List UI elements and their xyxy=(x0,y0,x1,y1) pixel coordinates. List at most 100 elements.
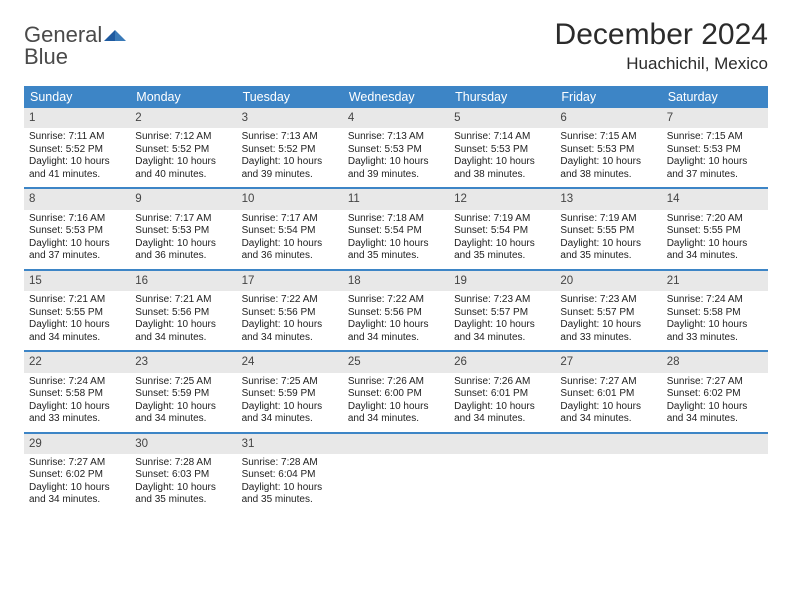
dow-header-row: SundayMondayTuesdayWednesdayThursdayFrid… xyxy=(24,86,768,108)
day-cell: 30Sunrise: 7:28 AMSunset: 6:03 PMDayligh… xyxy=(130,434,236,513)
day-cell: 31Sunrise: 7:28 AMSunset: 6:04 PMDayligh… xyxy=(237,434,343,513)
day-number: 17 xyxy=(237,271,343,291)
day-body: Sunrise: 7:15 AMSunset: 5:53 PMDaylight:… xyxy=(555,128,661,187)
daylight-line: Daylight: 10 hours and 40 minutes. xyxy=(135,156,231,181)
dow-thursday: Thursday xyxy=(449,86,555,108)
day-cell: 27Sunrise: 7:27 AMSunset: 6:01 PMDayligh… xyxy=(555,352,661,431)
day-cell: 11Sunrise: 7:18 AMSunset: 5:54 PMDayligh… xyxy=(343,189,449,268)
day-number: 25 xyxy=(343,352,449,372)
day-number: 2 xyxy=(130,108,236,128)
week-row: 8Sunrise: 7:16 AMSunset: 5:53 PMDaylight… xyxy=(24,189,768,270)
sunset-line: Sunset: 5:53 PM xyxy=(348,144,444,157)
sunrise-line: Sunrise: 7:26 AM xyxy=(454,376,550,389)
day-body: Sunrise: 7:24 AMSunset: 5:58 PMDaylight:… xyxy=(662,291,768,350)
day-cell: 7 Sunrise: 7:15 AMSunset: 5:53 PMDaylight… xyxy=(662,108,768,187)
daylight-line: Daylight: 10 hours and 34 minutes. xyxy=(29,482,125,507)
daylight-line: Daylight: 10 hours and 39 minutes. xyxy=(242,156,338,181)
daylight-line: Daylight: 10 hours and 39 minutes. xyxy=(348,156,444,181)
daylight-line: Daylight: 10 hours and 35 minutes. xyxy=(242,482,338,507)
sunrise-line: Sunrise: 7:20 AM xyxy=(667,213,763,226)
day-cell: 29Sunrise: 7:27 AMSunset: 6:02 PMDayligh… xyxy=(24,434,130,513)
day-cell xyxy=(343,434,449,513)
sunset-line: Sunset: 5:57 PM xyxy=(560,307,656,320)
sunset-line: Sunset: 5:52 PM xyxy=(135,144,231,157)
daylight-line: Daylight: 10 hours and 33 minutes. xyxy=(560,319,656,344)
day-body: Sunrise: 7:14 AMSunset: 5:53 PMDaylight:… xyxy=(449,128,555,187)
day-cell: 14Sunrise: 7:20 AMSunset: 5:55 PMDayligh… xyxy=(662,189,768,268)
sunset-line: Sunset: 6:01 PM xyxy=(560,388,656,401)
day-body: Sunrise: 7:18 AMSunset: 5:54 PMDaylight:… xyxy=(343,210,449,269)
dow-wednesday: Wednesday xyxy=(343,86,449,108)
day-number: 15 xyxy=(24,271,130,291)
sunrise-line: Sunrise: 7:22 AM xyxy=(242,294,338,307)
daylight-line: Daylight: 10 hours and 37 minutes. xyxy=(667,156,763,181)
sunset-line: Sunset: 5:53 PM xyxy=(667,144,763,157)
day-cell: 13Sunrise: 7:19 AMSunset: 5:55 PMDayligh… xyxy=(555,189,661,268)
sunrise-line: Sunrise: 7:25 AM xyxy=(242,376,338,389)
sunset-line: Sunset: 5:55 PM xyxy=(667,225,763,238)
day-number: 9 xyxy=(130,189,236,209)
sunrise-line: Sunrise: 7:18 AM xyxy=(348,213,444,226)
dow-monday: Monday xyxy=(130,86,236,108)
sunset-line: Sunset: 5:58 PM xyxy=(29,388,125,401)
day-cell: 17Sunrise: 7:22 AMSunset: 5:56 PMDayligh… xyxy=(237,271,343,350)
dow-saturday: Saturday xyxy=(662,86,768,108)
day-cell: 5Sunrise: 7:14 AMSunset: 5:53 PMDaylight… xyxy=(449,108,555,187)
day-cell: 3Sunrise: 7:13 AMSunset: 5:52 PMDaylight… xyxy=(237,108,343,187)
daylight-line: Daylight: 10 hours and 38 minutes. xyxy=(454,156,550,181)
daylight-line: Daylight: 10 hours and 34 minutes. xyxy=(348,319,444,344)
sunrise-line: Sunrise: 7:15 AM xyxy=(560,131,656,144)
daylight-line: Daylight: 10 hours and 36 minutes. xyxy=(135,238,231,263)
daylight-line: Daylight: 10 hours and 34 minutes. xyxy=(135,401,231,426)
sunset-line: Sunset: 5:53 PM xyxy=(560,144,656,157)
week-row: 1Sunrise: 7:11 AMSunset: 5:52 PMDaylight… xyxy=(24,108,768,189)
daylight-line: Daylight: 10 hours and 34 minutes. xyxy=(29,319,125,344)
day-number: 29 xyxy=(24,434,130,454)
daylight-line: Daylight: 10 hours and 33 minutes. xyxy=(667,319,763,344)
sunset-line: Sunset: 5:55 PM xyxy=(560,225,656,238)
day-cell: 22Sunrise: 7:24 AMSunset: 5:58 PMDayligh… xyxy=(24,352,130,431)
daylight-line: Daylight: 10 hours and 35 minutes. xyxy=(135,482,231,507)
day-cell xyxy=(449,434,555,513)
logo-mark-icon xyxy=(104,22,126,47)
day-body: Sunrise: 7:19 AMSunset: 5:54 PMDaylight:… xyxy=(449,210,555,269)
sunrise-line: Sunrise: 7:28 AM xyxy=(242,457,338,470)
month-title: December 2024 xyxy=(555,18,768,52)
day-body: Sunrise: 7:28 AMSunset: 6:03 PMDaylight:… xyxy=(130,454,236,513)
sunrise-line: Sunrise: 7:24 AM xyxy=(29,376,125,389)
sunrise-line: Sunrise: 7:25 AM xyxy=(135,376,231,389)
day-body: Sunrise: 7:28 AMSunset: 6:04 PMDaylight:… xyxy=(237,454,343,513)
daylight-line: Daylight: 10 hours and 34 minutes. xyxy=(454,401,550,426)
sunrise-line: Sunrise: 7:27 AM xyxy=(560,376,656,389)
daylight-line: Daylight: 10 hours and 36 minutes. xyxy=(242,238,338,263)
page-header: General Blue December 2024 Huachichil, M… xyxy=(24,18,768,74)
daylight-line: Daylight: 10 hours and 38 minutes. xyxy=(560,156,656,181)
sunset-line: Sunset: 6:02 PM xyxy=(667,388,763,401)
location: Huachichil, Mexico xyxy=(555,54,768,74)
day-cell: 12Sunrise: 7:19 AMSunset: 5:54 PMDayligh… xyxy=(449,189,555,268)
sunset-line: Sunset: 5:52 PM xyxy=(29,144,125,157)
sunset-line: Sunset: 5:59 PM xyxy=(242,388,338,401)
sunset-line: Sunset: 5:53 PM xyxy=(454,144,550,157)
day-number: 4 xyxy=(343,108,449,128)
sunrise-line: Sunrise: 7:13 AM xyxy=(348,131,444,144)
calendar-page: General Blue December 2024 Huachichil, M… xyxy=(0,0,792,525)
sunset-line: Sunset: 5:59 PM xyxy=(135,388,231,401)
day-cell: 26Sunrise: 7:26 AMSunset: 6:01 PMDayligh… xyxy=(449,352,555,431)
day-number: 6 xyxy=(555,108,661,128)
day-cell: 24Sunrise: 7:25 AMSunset: 5:59 PMDayligh… xyxy=(237,352,343,431)
day-number: 7 xyxy=(662,108,768,128)
day-body: Sunrise: 7:16 AMSunset: 5:53 PMDaylight:… xyxy=(24,210,130,269)
day-body: Sunrise: 7:19 AMSunset: 5:55 PMDaylight:… xyxy=(555,210,661,269)
day-number: 26 xyxy=(449,352,555,372)
day-body: Sunrise: 7:22 AMSunset: 5:56 PMDaylight:… xyxy=(343,291,449,350)
daylight-line: Daylight: 10 hours and 34 minutes. xyxy=(348,401,444,426)
sunrise-line: Sunrise: 7:15 AM xyxy=(667,131,763,144)
sunrise-line: Sunrise: 7:14 AM xyxy=(454,131,550,144)
day-number: 28 xyxy=(662,352,768,372)
day-cell xyxy=(662,434,768,513)
sunset-line: Sunset: 5:56 PM xyxy=(242,307,338,320)
day-number: 19 xyxy=(449,271,555,291)
daylight-line: Daylight: 10 hours and 37 minutes. xyxy=(29,238,125,263)
day-body: Sunrise: 7:20 AMSunset: 5:55 PMDaylight:… xyxy=(662,210,768,269)
